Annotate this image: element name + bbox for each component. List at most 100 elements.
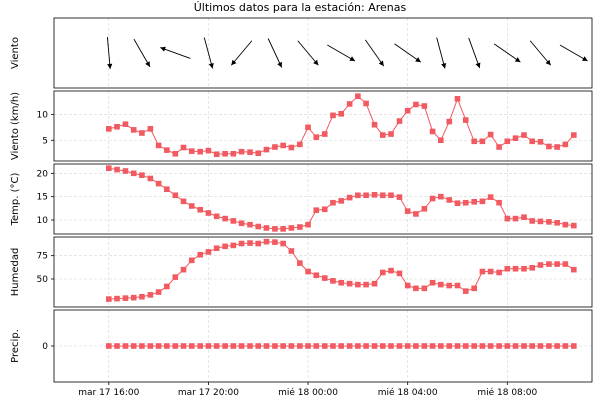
- data-point: [554, 220, 560, 226]
- y-axis-label: Humedad: [10, 248, 21, 297]
- data-point: [139, 130, 145, 136]
- data-point: [263, 238, 270, 245]
- data-point: [421, 103, 428, 109]
- data-point: [571, 343, 577, 349]
- data-point: [280, 142, 286, 149]
- data-point: [114, 123, 120, 130]
- data-point: [188, 148, 195, 154]
- x-tick-label: mié 18 04:00: [378, 387, 438, 398]
- data-point: [462, 117, 469, 123]
- data-point: [330, 278, 336, 284]
- data-point: [355, 93, 361, 99]
- data-point: [479, 268, 486, 275]
- data-point: [346, 194, 353, 201]
- data-point: [114, 166, 120, 173]
- data-point: [554, 144, 560, 150]
- data-point: [247, 343, 253, 349]
- data-point: [130, 343, 137, 349]
- wind-arrow-head: [441, 62, 447, 69]
- data-point: [562, 221, 569, 228]
- data-point: [504, 343, 511, 349]
- data-point: [197, 206, 204, 213]
- series-line: [108, 241, 575, 300]
- data-point: [521, 132, 527, 138]
- wind-arrow-shaft: [160, 47, 191, 59]
- data-point: [105, 343, 112, 349]
- data-point: [471, 138, 477, 145]
- data-point: [114, 343, 120, 349]
- data-point: [297, 260, 303, 266]
- data-point: [421, 206, 428, 212]
- wind-arrow-shaft: [230, 40, 253, 66]
- wind-arrow-head: [514, 57, 521, 63]
- wind-arrow-head: [582, 56, 588, 61]
- data-point: [130, 127, 137, 133]
- data-point: [105, 296, 112, 302]
- data-point: [454, 95, 461, 102]
- data-point: [222, 215, 228, 222]
- wind-arrow-shaft: [267, 38, 283, 68]
- data-point: [197, 343, 204, 349]
- data-point: [479, 343, 486, 349]
- data-point: [388, 192, 394, 199]
- data-point: [188, 203, 195, 209]
- data-point: [512, 215, 519, 222]
- data-point: [355, 281, 361, 288]
- data-point: [446, 118, 453, 125]
- panel-frame: [53, 163, 593, 235]
- data-point: [305, 268, 311, 275]
- wind-arrow-head: [160, 46, 166, 52]
- panel-frame: [53, 236, 593, 308]
- data-point: [321, 131, 328, 137]
- data-point: [429, 195, 436, 202]
- data-point: [321, 275, 328, 281]
- panels-layer: Viento 5 10 Viento (km/h) 10 15 20 Temp. (°C) 50…: [10, 17, 593, 383]
- data-point: [371, 121, 378, 128]
- data-point: [272, 343, 278, 349]
- data-point: [471, 343, 477, 349]
- data-point: [554, 261, 560, 267]
- data-point: [421, 285, 428, 292]
- panel-frame: [53, 90, 593, 162]
- data-point: [371, 192, 378, 198]
- data-point: [438, 137, 444, 144]
- data-point: [313, 134, 320, 140]
- data-point: [297, 141, 303, 148]
- data-point: [413, 211, 419, 217]
- data-point: [147, 292, 154, 298]
- data-point: [122, 168, 129, 174]
- data-point: [155, 142, 162, 149]
- data-point: [147, 126, 154, 132]
- wind-arrow-head: [475, 62, 481, 69]
- data-point: [255, 343, 262, 349]
- data-point: [238, 220, 245, 227]
- y-axis-label: Viento (km/h): [10, 92, 21, 160]
- data-point: [330, 112, 336, 119]
- data-point: [288, 144, 295, 151]
- data-point: [330, 199, 336, 206]
- data-point: [462, 199, 469, 206]
- y-axis-label: Viento: [10, 37, 21, 69]
- data-point: [272, 239, 278, 245]
- data-point: [297, 224, 303, 230]
- wind-arrow-shaft: [529, 40, 552, 66]
- wind-arrow-shaft: [106, 37, 111, 69]
- wind-arrow-head: [231, 59, 237, 66]
- data-point: [396, 194, 403, 200]
- data-point: [230, 218, 237, 224]
- data-point: [321, 206, 328, 213]
- data-point: [512, 343, 519, 349]
- data-point: [346, 101, 353, 107]
- data-point: [255, 150, 262, 157]
- data-point: [521, 343, 527, 349]
- chart-title: Últimos datos para la estación: Arenas: [194, 1, 407, 14]
- data-point: [487, 268, 494, 275]
- data-point: [180, 343, 187, 349]
- data-point: [213, 151, 220, 158]
- data-point: [230, 150, 237, 157]
- data-point: [205, 343, 212, 349]
- panel-1: Viento: [10, 17, 593, 89]
- data-point: [305, 124, 311, 131]
- data-point: [546, 219, 552, 225]
